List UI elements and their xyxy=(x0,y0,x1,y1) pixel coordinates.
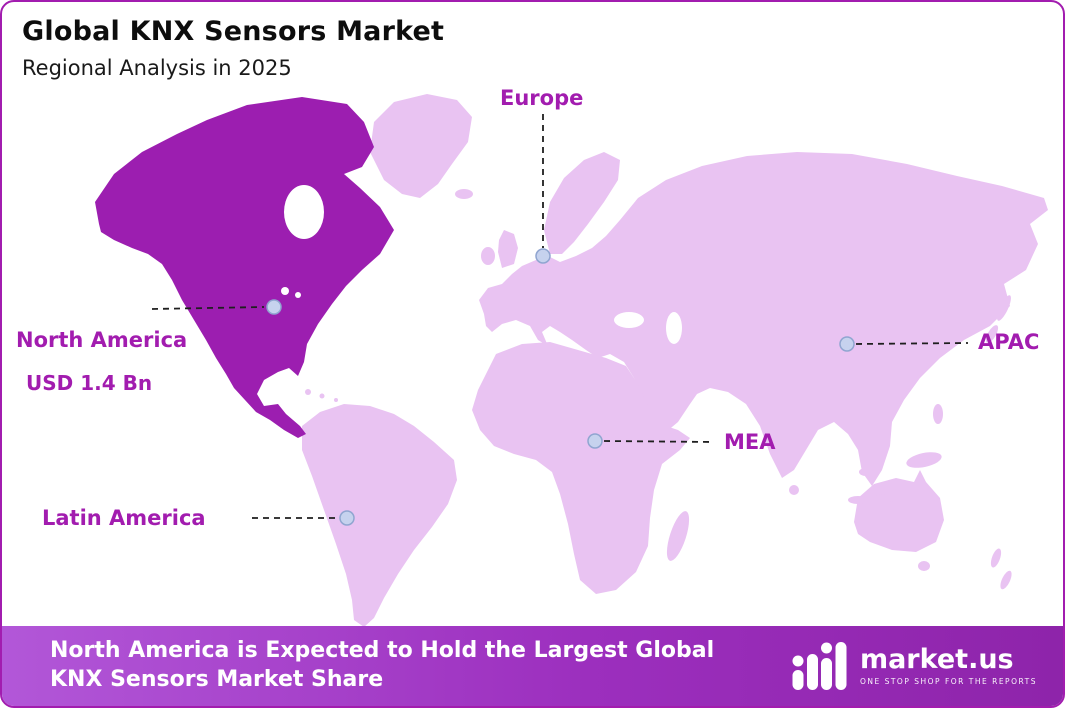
island-sri-lanka xyxy=(789,485,799,495)
island-indonesia-2 xyxy=(874,494,898,502)
island-caribbean-2 xyxy=(319,393,325,399)
continents-base xyxy=(302,94,1048,627)
connector-mea xyxy=(603,440,715,443)
island-indonesia-3 xyxy=(859,468,873,476)
marker-latin-america xyxy=(339,510,355,526)
region-label-mea: MEA xyxy=(724,430,776,454)
connector-apac xyxy=(855,342,969,345)
island-ireland xyxy=(481,247,495,265)
island-great-britain xyxy=(498,230,518,268)
black-sea xyxy=(614,312,644,328)
hudson-bay xyxy=(284,185,324,239)
great-lake-1 xyxy=(281,287,289,295)
island-new-zealand-2 xyxy=(1000,570,1012,590)
island-japan-1 xyxy=(997,295,1011,321)
great-lake-2 xyxy=(295,292,301,298)
page-title: Global KNX Sensors Market xyxy=(22,16,445,47)
caspian-sea xyxy=(666,312,682,344)
region-value-north-america: USD 1.4 Bn xyxy=(26,371,153,395)
island-caribbean-1 xyxy=(305,389,311,395)
island-tasmania xyxy=(918,561,930,571)
region-markers xyxy=(266,248,855,526)
footer-banner: North America is Expected to Hold the La… xyxy=(2,626,1063,706)
footer-note-line2: KNX Sensors Market Share xyxy=(50,667,384,692)
marker-apac xyxy=(839,336,855,352)
continent-greenland xyxy=(370,94,472,198)
brand-text: market.us ONE STOP SHOP FOR THE REPORTS xyxy=(860,646,1037,686)
marker-mea xyxy=(587,433,603,449)
continent-north-america xyxy=(95,97,394,438)
island-caribbean-3 xyxy=(334,398,338,402)
island-iceland xyxy=(455,189,473,199)
connector-lines xyxy=(151,114,969,519)
brand: market.us ONE STOP SHOP FOR THE REPORTS xyxy=(791,640,1037,692)
brand-tagline: ONE STOP SHOP FOR THE REPORTS xyxy=(859,677,1037,686)
region-label-latin-america: Latin America xyxy=(42,506,206,530)
footer-note-line1: North America is Expected to Hold the La… xyxy=(50,638,715,664)
region-scandinavia xyxy=(544,152,620,254)
footer-note: North America is Expected to Hold the La… xyxy=(2,637,714,694)
island-new-guinea xyxy=(906,452,942,468)
brand-name: market.us xyxy=(859,644,1014,675)
marketus-logo-icon xyxy=(792,642,847,690)
region-label-north-america: North America xyxy=(16,328,188,352)
water-cutouts xyxy=(281,185,682,344)
island-madagascar xyxy=(666,511,690,561)
page-subtitle: Regional Analysis in 2025 xyxy=(22,56,292,80)
continent-south-america xyxy=(302,404,457,627)
header: Global KNX Sensors Market Regional Analy… xyxy=(22,16,444,80)
island-japan-2 xyxy=(985,325,999,343)
continent-australia xyxy=(854,470,944,552)
continent-eurasia xyxy=(479,152,1048,486)
island-philippines xyxy=(933,404,943,424)
continent-north-america-highlight xyxy=(95,97,394,438)
island-indonesia-1 xyxy=(848,496,868,504)
continent-africa xyxy=(472,342,690,594)
connector-north-america xyxy=(151,306,265,310)
island-new-zealand-1 xyxy=(990,548,1002,568)
region-label-europe: Europe xyxy=(500,86,584,110)
marker-europe xyxy=(535,248,551,264)
marker-north-america xyxy=(266,299,282,315)
region-label-apac: APAC xyxy=(978,330,1040,354)
